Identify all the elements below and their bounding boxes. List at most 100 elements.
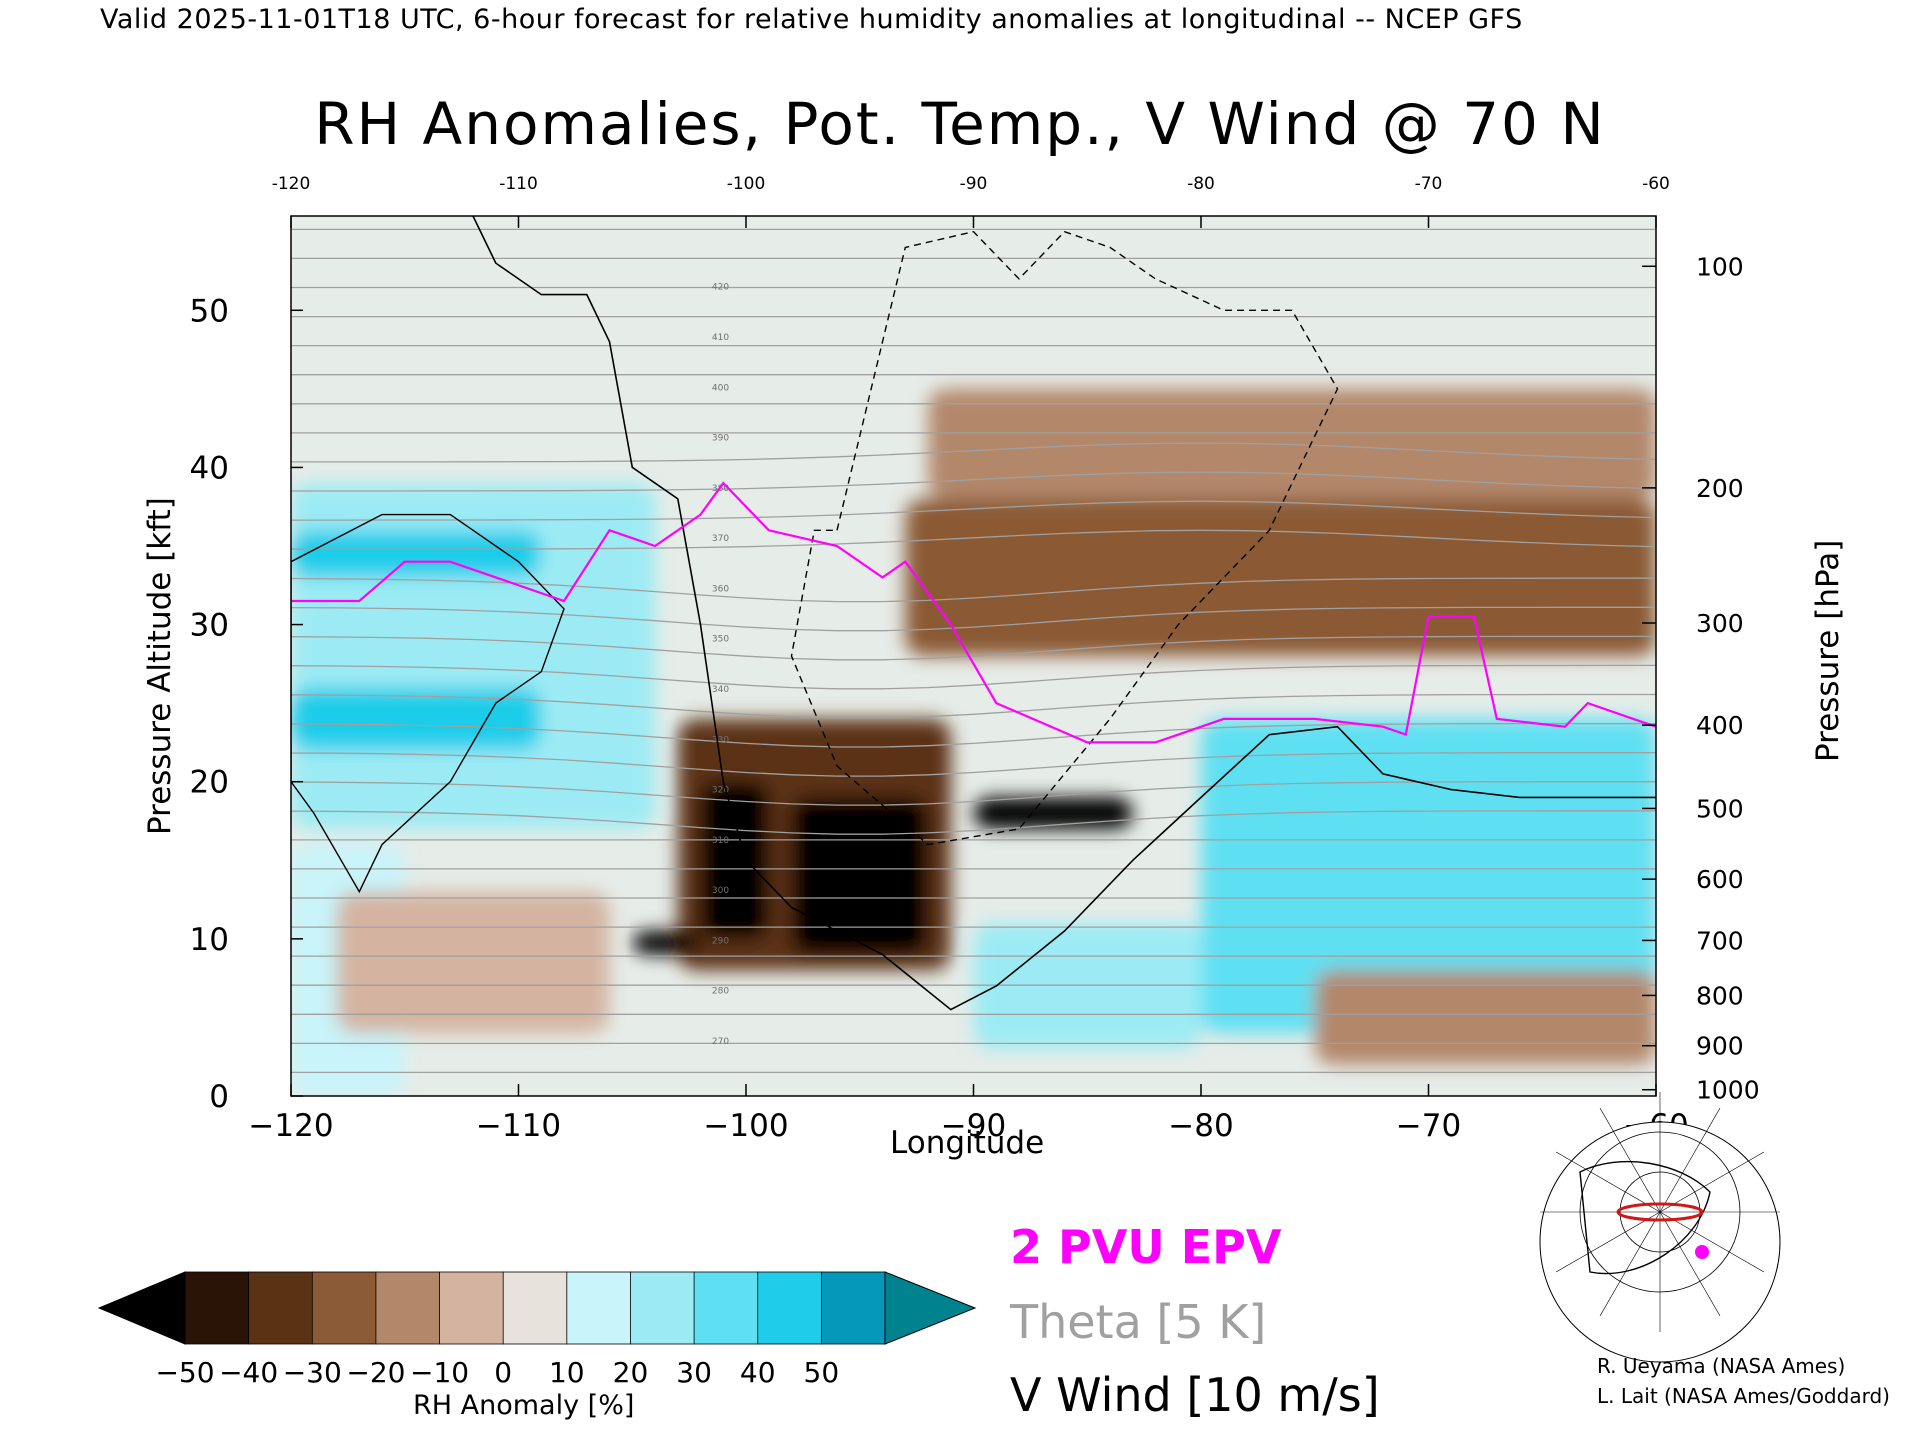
theta-contour (291, 606, 1656, 632)
theta-label: 400 (712, 383, 729, 393)
colorbar-tick-label: −20 (346, 1356, 405, 1389)
legend-vwind: V Wind [10 m/s] (1010, 1368, 1380, 1422)
colorbar-swatch (630, 1271, 695, 1345)
y-tick-label: 10 (190, 922, 229, 958)
pressure-tick-label: 900 (1696, 1032, 1744, 1061)
vwind-negative-contour (790, 230, 1339, 846)
theta-contour (291, 500, 1656, 521)
colorbar-swatch (502, 1271, 568, 1345)
pressure-tick-label: 700 (1696, 926, 1744, 955)
pressure-tick-label: 100 (1696, 252, 1744, 281)
theta-label: 420 (712, 283, 729, 293)
legend-theta: Theta [5 K] (1010, 1295, 1267, 1349)
x-top-tick-label: -120 (272, 174, 311, 194)
y-tick-label: 0 (209, 1079, 229, 1115)
rh-region (905, 498, 1656, 656)
y-tick-label: 20 (190, 765, 229, 801)
map-location-dot (1695, 1245, 1709, 1259)
rh-region (291, 530, 542, 578)
y-tick-label: 40 (190, 450, 229, 486)
theta-label: 280 (712, 987, 729, 997)
colorbar-swatch (184, 1271, 250, 1345)
x-top-tick-label: -100 (727, 174, 766, 194)
theta-label: 290 (712, 936, 729, 946)
rh-region (973, 797, 1133, 829)
colorbar-swatch (693, 1271, 759, 1345)
theta-label: 340 (712, 685, 729, 695)
x-tick-label: −120 (248, 1108, 333, 1144)
map-meridian (1599, 1107, 1661, 1213)
theta-label: 410 (712, 333, 729, 343)
theta-contour (291, 751, 1656, 777)
pressure-tick-label: 500 (1696, 794, 1744, 823)
x-top-tick-label: -90 (960, 174, 988, 194)
vwind-zero-contour (472, 216, 1656, 1011)
credit-line: R. Ueyama (NASA Ames) (1597, 1354, 1846, 1378)
pressure-tick-label: 400 (1696, 711, 1744, 740)
forecast-header: Valid 2025-11-01T18 UTC, 6-hour forecast… (100, 4, 1523, 35)
theta-label: 300 (712, 886, 729, 896)
theta-label: 330 (712, 735, 729, 745)
x-top-tick-label: -80 (1187, 174, 1215, 194)
theta-contour (291, 577, 1656, 603)
map-meridian (1555, 1151, 1661, 1213)
locator-map (1539, 1092, 1781, 1363)
colorbar-over-arrow (884, 1271, 977, 1345)
map-meridian (1659, 1151, 1765, 1213)
theta-contour (291, 722, 1656, 748)
rh-region (791, 797, 928, 955)
x-top-tick-label: -70 (1415, 174, 1443, 194)
rh-region (1314, 970, 1656, 1065)
theta-contour (291, 529, 1656, 550)
colorbar-swatch (439, 1271, 505, 1345)
pressure-tick-label: 800 (1696, 981, 1744, 1010)
colorbar-tick-label: −10 (410, 1356, 469, 1389)
legend-epv: 2 PVU EPV (1010, 1220, 1282, 1274)
theta-contour (291, 471, 1656, 492)
theta-label: 370 (712, 534, 729, 544)
theta-label: 380 (712, 484, 729, 494)
colorbar-tick-label: 40 (740, 1356, 776, 1389)
pressure-tick-label: 200 (1696, 474, 1744, 503)
colorbar-label: RH Anomaly [%] (413, 1390, 635, 1421)
x-tick-label: −80 (1168, 1108, 1233, 1144)
colorbar-swatch (757, 1271, 823, 1345)
colorbar-tick-label: −30 (283, 1356, 342, 1389)
theta-label: 320 (712, 786, 729, 796)
map-meridian (1659, 1107, 1721, 1213)
theta-contour (291, 810, 1656, 835)
epv-2pvu-line (291, 481, 1656, 744)
theta-contour (291, 442, 1656, 463)
rh-region (973, 923, 1201, 1049)
rh-region (700, 781, 769, 939)
x-top-tick-label: -110 (499, 174, 538, 194)
colorbar-swatch (248, 1271, 314, 1345)
theta-label: 270 (712, 1037, 729, 1047)
y-tick-label: 50 (190, 293, 229, 329)
chart-title: RH Anomalies, Pot. Temp., V Wind @ 70 N (314, 90, 1606, 158)
rh-region (336, 891, 610, 1034)
colorbar-tick-label: 0 (494, 1356, 512, 1389)
x-tick-label: −100 (703, 1108, 788, 1144)
colorbar: −50 −40 −30 −20 −10 0 10 20 30 40 50 (97, 1271, 977, 1389)
colorbar-tick-label: −50 (155, 1356, 214, 1389)
rh-region (632, 931, 701, 955)
x-tick-label: −90 (941, 1108, 1006, 1144)
colorbar-tick-label: 10 (549, 1356, 585, 1389)
theta-label: 310 (712, 836, 729, 846)
map-meridian (1555, 1211, 1661, 1273)
colorbar-swatch (566, 1271, 632, 1345)
vwind-positive-contour (291, 513, 565, 894)
epv-contour (291, 481, 1656, 744)
colorbar-swatch (375, 1271, 441, 1345)
theta-contours: 420 410 400 390 380 370 360 350 340 330 320 310 300 2… (291, 228, 1656, 1074)
rh-region (291, 687, 542, 751)
rh-anomaly-field (291, 216, 1656, 1096)
colorbar-swatch (820, 1271, 886, 1345)
theta-label: 350 (712, 635, 729, 645)
pressure-tick-label: 1000 (1696, 1076, 1760, 1105)
x-tick-label: −70 (1396, 1108, 1461, 1144)
y-tick-label: 30 (190, 608, 229, 644)
